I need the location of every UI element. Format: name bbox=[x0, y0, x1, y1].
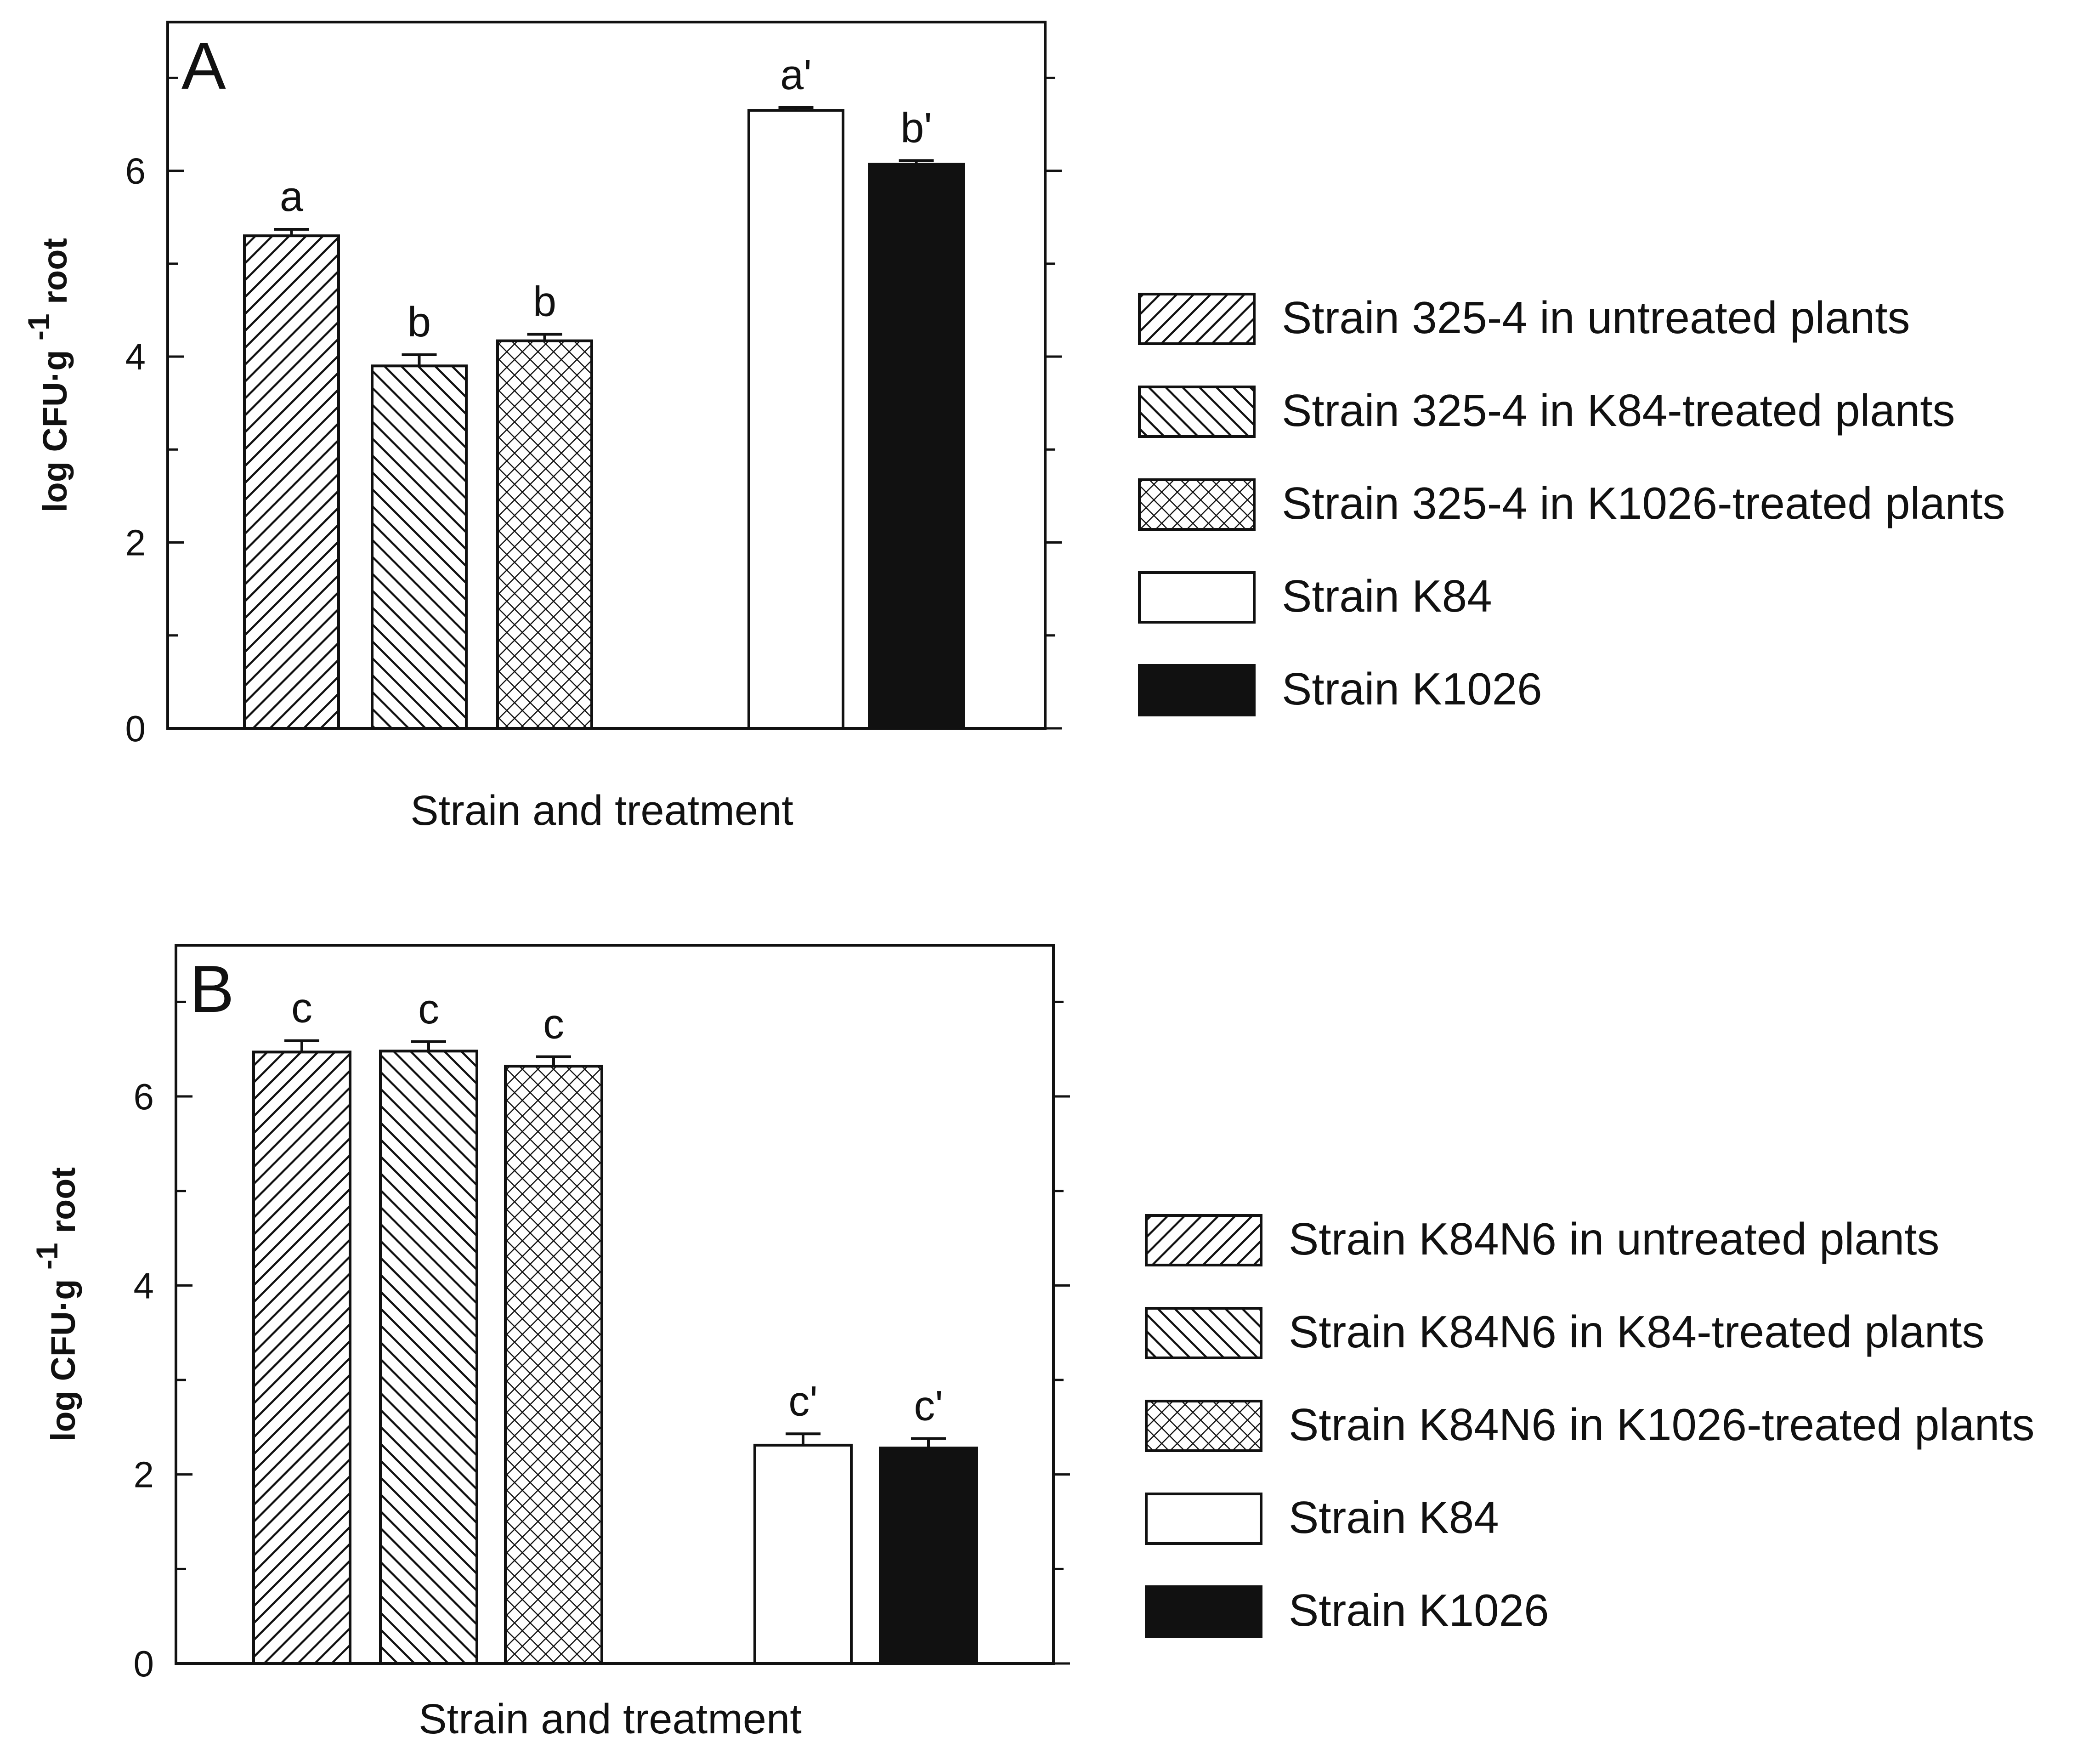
legend-swatch bbox=[1138, 478, 1256, 531]
significance-letter: b bbox=[408, 299, 431, 346]
y-tick-label: 0 bbox=[125, 708, 146, 749]
y-tick-label: 4 bbox=[134, 1265, 154, 1306]
y-axis-label-superscript: -1 bbox=[30, 1243, 64, 1270]
significance-letter: a' bbox=[780, 51, 812, 98]
panel-label: A bbox=[181, 28, 226, 103]
plot-frame bbox=[166, 21, 1047, 730]
bar bbox=[496, 339, 593, 730]
bar bbox=[252, 1050, 351, 1665]
significance-letter: c bbox=[291, 985, 312, 1032]
bar bbox=[747, 109, 844, 730]
bar bbox=[753, 1443, 853, 1665]
legend-label: Strain 325-4 in K1026-treated plants bbox=[1282, 478, 2005, 528]
y-tick-label: 6 bbox=[134, 1076, 154, 1117]
plot-frame bbox=[175, 944, 1055, 1665]
significance-letter: c' bbox=[788, 1378, 818, 1425]
legend-label: Strain 325-4 in untreated plants bbox=[1282, 292, 1910, 343]
x-axis-label: Strain and treatment bbox=[419, 1696, 802, 1743]
significance-letter: b' bbox=[900, 104, 932, 151]
significance-letter: b bbox=[533, 278, 556, 325]
y-tick-label: 2 bbox=[134, 1454, 154, 1495]
bar bbox=[379, 1050, 478, 1665]
bar bbox=[868, 163, 965, 730]
legend-swatch bbox=[1145, 1400, 1262, 1452]
y-tick-label: 2 bbox=[125, 522, 146, 563]
legend-label: Strain K1026 bbox=[1289, 1585, 1549, 1635]
y-tick-label: 4 bbox=[125, 336, 146, 377]
y-axis-label-tail: root bbox=[36, 238, 74, 313]
y-axis-label: log CFU·g -1 root bbox=[22, 238, 74, 512]
y-axis-label: log CFU·g -1 root bbox=[30, 1167, 82, 1442]
legend-swatch bbox=[1138, 293, 1256, 345]
legend-label: Strain K84N6 in K84-treated plants bbox=[1289, 1306, 1984, 1357]
significance-letter: c' bbox=[914, 1383, 943, 1430]
significance-letter: c bbox=[543, 1001, 564, 1048]
legend-swatch bbox=[1138, 571, 1256, 624]
y-axis-label-superscript: -1 bbox=[22, 313, 56, 341]
legend-swatch bbox=[1138, 386, 1256, 438]
y-tick-label: 0 bbox=[134, 1643, 154, 1684]
legend-swatch bbox=[1138, 664, 1256, 716]
significance-letter: a bbox=[280, 173, 304, 220]
legend-label: Strain K1026 bbox=[1282, 664, 1542, 714]
legend-swatch bbox=[1145, 1214, 1262, 1266]
y-axis-label-tail: root bbox=[44, 1167, 82, 1243]
x-axis-label: Strain and treatment bbox=[410, 787, 793, 834]
legend-swatch bbox=[1145, 1307, 1262, 1359]
bar bbox=[879, 1447, 978, 1665]
y-tick-label: 6 bbox=[125, 151, 146, 192]
bar bbox=[243, 234, 340, 730]
legend-swatch bbox=[1145, 1493, 1262, 1545]
legend-label: Strain K84 bbox=[1282, 571, 1492, 621]
legend-swatch bbox=[1145, 1585, 1262, 1638]
legend-label: Strain 325-4 in K84-treated plants bbox=[1282, 385, 1955, 436]
significance-letter: c bbox=[418, 986, 439, 1033]
panel-label: B bbox=[190, 952, 234, 1026]
legend-label: Strain K84N6 in K1026-treated plants bbox=[1289, 1399, 2034, 1450]
legend-label: Strain K84 bbox=[1289, 1492, 1499, 1543]
legend-label: Strain K84N6 in untreated plants bbox=[1289, 1214, 1939, 1264]
bar bbox=[504, 1065, 603, 1665]
bar bbox=[371, 364, 468, 730]
